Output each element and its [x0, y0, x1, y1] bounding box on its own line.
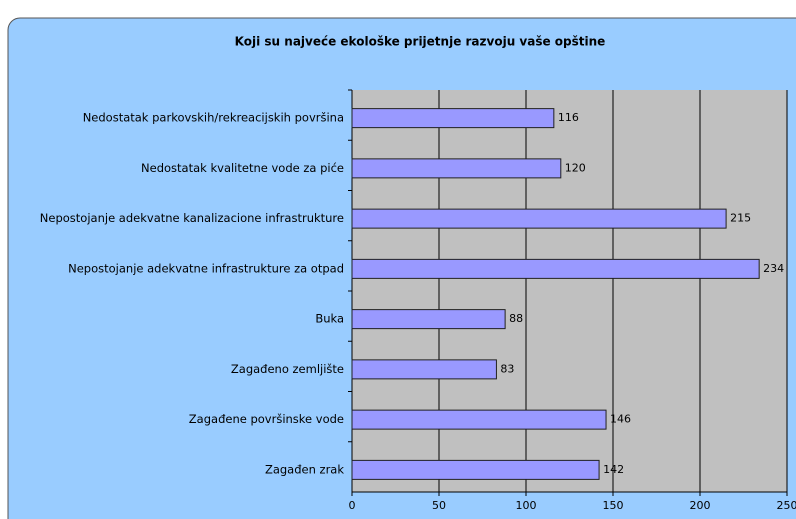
- bar: [351, 359, 497, 380]
- y-tick-label: Nepostojanje adekvatne kanalizacione inf…: [40, 211, 344, 225]
- data-label: 146: [610, 413, 631, 426]
- bar: [351, 208, 727, 229]
- y-tick-label: Nepostojanje adekvatne infrastrukture za…: [68, 261, 344, 275]
- x-tick-label: 200: [690, 499, 711, 512]
- x-tick-label: 150: [603, 499, 624, 512]
- plot-area: [352, 90, 787, 492]
- chart-title: Koji su najveće ekološke prijetnje razvo…: [235, 35, 606, 49]
- bar: [351, 309, 506, 330]
- data-label: 88: [509, 312, 523, 325]
- bar: [351, 409, 607, 430]
- y-tick-label: Zagađen zrak: [265, 462, 344, 476]
- bar: [351, 258, 760, 279]
- y-tick-label: Zagađene površinske vode: [189, 412, 344, 426]
- data-label: 234: [763, 262, 784, 275]
- data-label: 120: [565, 161, 586, 174]
- y-tick-label: Buka: [315, 312, 344, 326]
- data-label: 215: [730, 212, 751, 225]
- data-label: 116: [558, 111, 579, 124]
- x-tick-label: 100: [516, 499, 537, 512]
- bar: [351, 108, 555, 129]
- data-label: 83: [500, 362, 514, 375]
- x-tick-label: 0: [349, 499, 356, 512]
- bar: [351, 459, 600, 480]
- y-tick-label: Zagađeno zemljište: [231, 362, 344, 376]
- data-label: 142: [603, 463, 624, 476]
- x-tick-label: 250: [777, 499, 796, 512]
- y-tick-label: Nedostatak kvalitetne vode za piće: [141, 161, 344, 175]
- x-tick-label: 50: [432, 499, 446, 512]
- bar: [351, 158, 562, 179]
- y-tick-label: Nedostatak parkovskih/rekreacijskih povr…: [83, 111, 344, 125]
